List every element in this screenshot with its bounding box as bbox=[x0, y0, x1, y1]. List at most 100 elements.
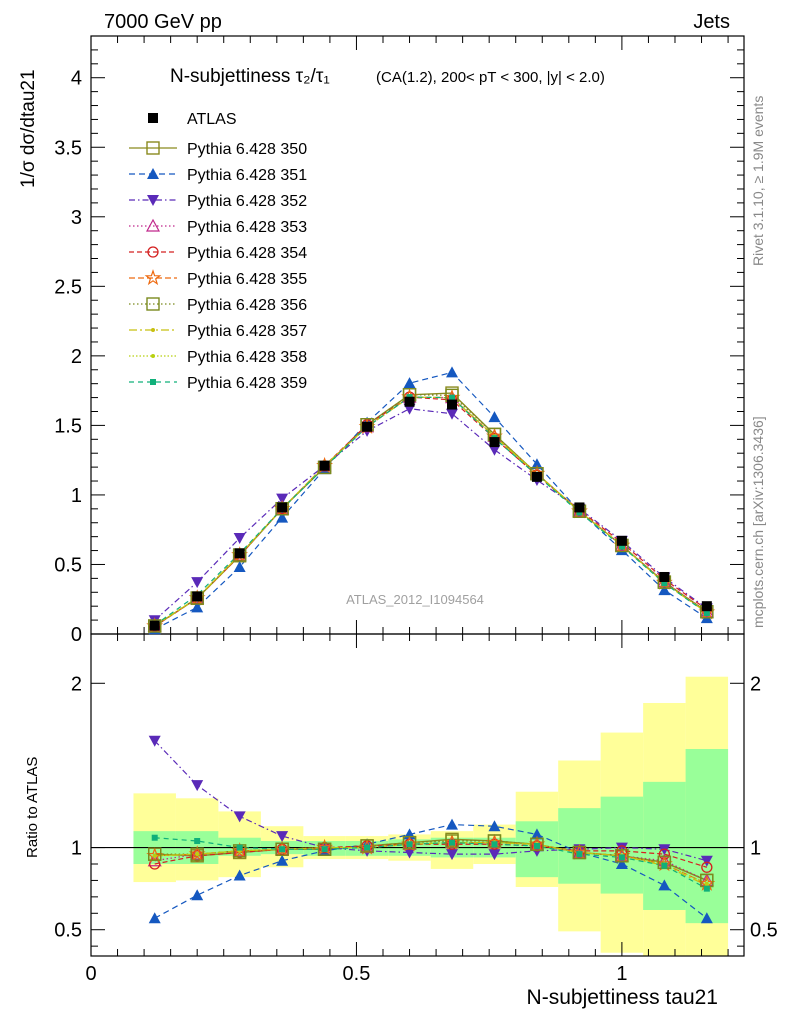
data-point-atlas bbox=[319, 460, 330, 471]
title-detail: (CA(1.2), 200< pT < 300, |y| < 2.0) bbox=[376, 69, 605, 86]
bottom-panel-frame bbox=[90, 633, 745, 957]
legend-label: Pythia 6.428 354 bbox=[187, 245, 307, 262]
y-tick-label-bottom-right: 2 bbox=[750, 673, 761, 695]
series-point-top bbox=[703, 610, 710, 617]
series-point-top bbox=[530, 458, 543, 470]
legend-marker bbox=[151, 354, 155, 358]
legend-marker-atlas bbox=[148, 113, 158, 123]
series-point-ratio bbox=[276, 831, 289, 843]
series-point-ratio bbox=[703, 885, 710, 892]
series-point-ratio bbox=[276, 854, 289, 866]
data-point-atlas bbox=[149, 620, 160, 631]
series-point-ratio bbox=[188, 845, 206, 862]
series-point-ratio bbox=[146, 846, 164, 863]
y-tick-label-bottom-right: 0.5 bbox=[750, 920, 778, 942]
series-point-top bbox=[615, 544, 628, 556]
y-tick-label-bottom-right: 1 bbox=[750, 838, 761, 860]
y-tick-label-bottom: 1 bbox=[71, 838, 82, 860]
series-point-ratio bbox=[576, 851, 583, 858]
series-point-top bbox=[658, 584, 671, 596]
side-label-bottom: mcplots.cern.ch [arXiv:1306.3436] bbox=[750, 416, 766, 628]
series-point-ratio bbox=[618, 854, 625, 861]
series-point-top bbox=[191, 577, 204, 589]
series-line-top bbox=[154, 408, 708, 621]
data-point-atlas bbox=[234, 548, 245, 559]
series-point-ratio bbox=[236, 844, 243, 851]
legend-marker bbox=[150, 379, 156, 385]
y-axis-label-bottom: Ratio to ATLAS bbox=[24, 757, 41, 858]
series-point-ratio bbox=[530, 828, 543, 840]
series-point-top bbox=[446, 366, 459, 378]
series-point-ratio bbox=[190, 847, 204, 861]
legend-label: Pythia 6.428 352 bbox=[187, 193, 307, 210]
series-point-top bbox=[576, 509, 583, 516]
series-point-top bbox=[488, 411, 501, 423]
legend-label: Pythia 6.428 350 bbox=[187, 141, 307, 158]
legend: ATLAS Pythia 6.428 350 Pythia 6.428 351 Pyt… bbox=[129, 111, 307, 392]
legend-marker bbox=[146, 141, 160, 155]
series-point-ratio bbox=[276, 843, 288, 855]
y-tick-label-bottom: 2 bbox=[71, 673, 82, 695]
data-point-atlas bbox=[574, 502, 585, 513]
series-point-ratio bbox=[491, 841, 498, 848]
series-point-ratio bbox=[360, 839, 374, 853]
series-point-ratio bbox=[446, 838, 458, 850]
series-point-ratio bbox=[488, 849, 501, 861]
series-line-ratio bbox=[154, 843, 708, 868]
y-tick-label-top: 4 bbox=[71, 68, 82, 90]
y-tick-label-top: 1 bbox=[71, 485, 82, 507]
data-point-atlas bbox=[701, 601, 712, 612]
y-tick-label-top: 0.5 bbox=[54, 554, 82, 576]
legend-marker bbox=[146, 297, 160, 311]
series-point-top bbox=[233, 533, 246, 545]
series-point-top bbox=[276, 511, 289, 523]
header-left: 7000 GeV pp bbox=[104, 11, 222, 33]
series-markers bbox=[146, 366, 716, 924]
legend-marker bbox=[147, 168, 159, 179]
y-tick-label-top: 0 bbox=[71, 624, 82, 646]
series-point-ratio bbox=[148, 735, 161, 747]
series-point-top bbox=[488, 444, 501, 456]
series-point-ratio bbox=[661, 862, 668, 869]
series-point-top bbox=[233, 561, 246, 573]
legend-label: Pythia 6.428 359 bbox=[187, 375, 307, 392]
data-point-atlas bbox=[659, 571, 670, 582]
legend-marker bbox=[145, 218, 161, 232]
series-point-ratio bbox=[275, 842, 289, 856]
series-line-ratio bbox=[154, 842, 708, 885]
uncertainty-bands bbox=[133, 676, 729, 956]
data-point-atlas bbox=[404, 396, 415, 407]
series-point-ratio bbox=[488, 838, 501, 850]
series-line-top bbox=[154, 396, 708, 626]
series-point-top bbox=[148, 619, 162, 633]
series-point-top bbox=[446, 408, 459, 420]
data-point-atlas bbox=[531, 471, 542, 482]
series-line-ratio bbox=[154, 740, 707, 862]
series-line-ratio bbox=[154, 837, 708, 890]
data-point-atlas bbox=[616, 535, 627, 546]
series-point-ratio bbox=[151, 834, 158, 841]
series-point-ratio bbox=[364, 844, 371, 851]
data-point-atlas bbox=[447, 399, 458, 410]
series-point-ratio bbox=[701, 861, 713, 873]
watermark: ATLAS_2012_I1094564 bbox=[346, 592, 484, 607]
legend-label: Pythia 6.428 358 bbox=[187, 349, 307, 366]
series-point-ratio bbox=[231, 842, 249, 858]
series-point-ratio bbox=[658, 848, 671, 860]
series-point-ratio bbox=[530, 837, 544, 851]
legend-label: Pythia 6.428 351 bbox=[187, 167, 307, 184]
series-point-ratio bbox=[533, 842, 540, 849]
series-point-ratio bbox=[279, 846, 286, 853]
legend-label: Pythia 6.428 356 bbox=[187, 297, 307, 314]
legend-marker bbox=[147, 246, 159, 258]
series-point-ratio bbox=[191, 889, 204, 901]
x-tick-label: 1 bbox=[616, 963, 627, 985]
series-point-ratio bbox=[704, 881, 709, 886]
legend-label: Pythia 6.428 355 bbox=[187, 271, 307, 288]
series-point-ratio bbox=[406, 841, 413, 848]
series-point-ratio bbox=[615, 849, 629, 863]
y-tick-label-top: 2.5 bbox=[54, 276, 82, 298]
data-point-atlas bbox=[192, 591, 203, 602]
header-right: Jets bbox=[693, 11, 730, 33]
